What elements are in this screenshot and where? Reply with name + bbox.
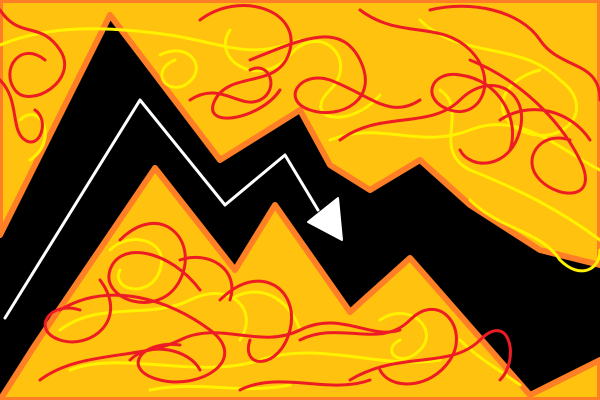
ceiling-terrain (0, 0, 600, 268)
red-scribbles-top (0, 4, 600, 195)
red-scribbles-bottom (38, 221, 512, 392)
wave-path (3, 98, 320, 320)
floor-terrain (0, 165, 600, 400)
arrow-head-icon (307, 197, 343, 241)
